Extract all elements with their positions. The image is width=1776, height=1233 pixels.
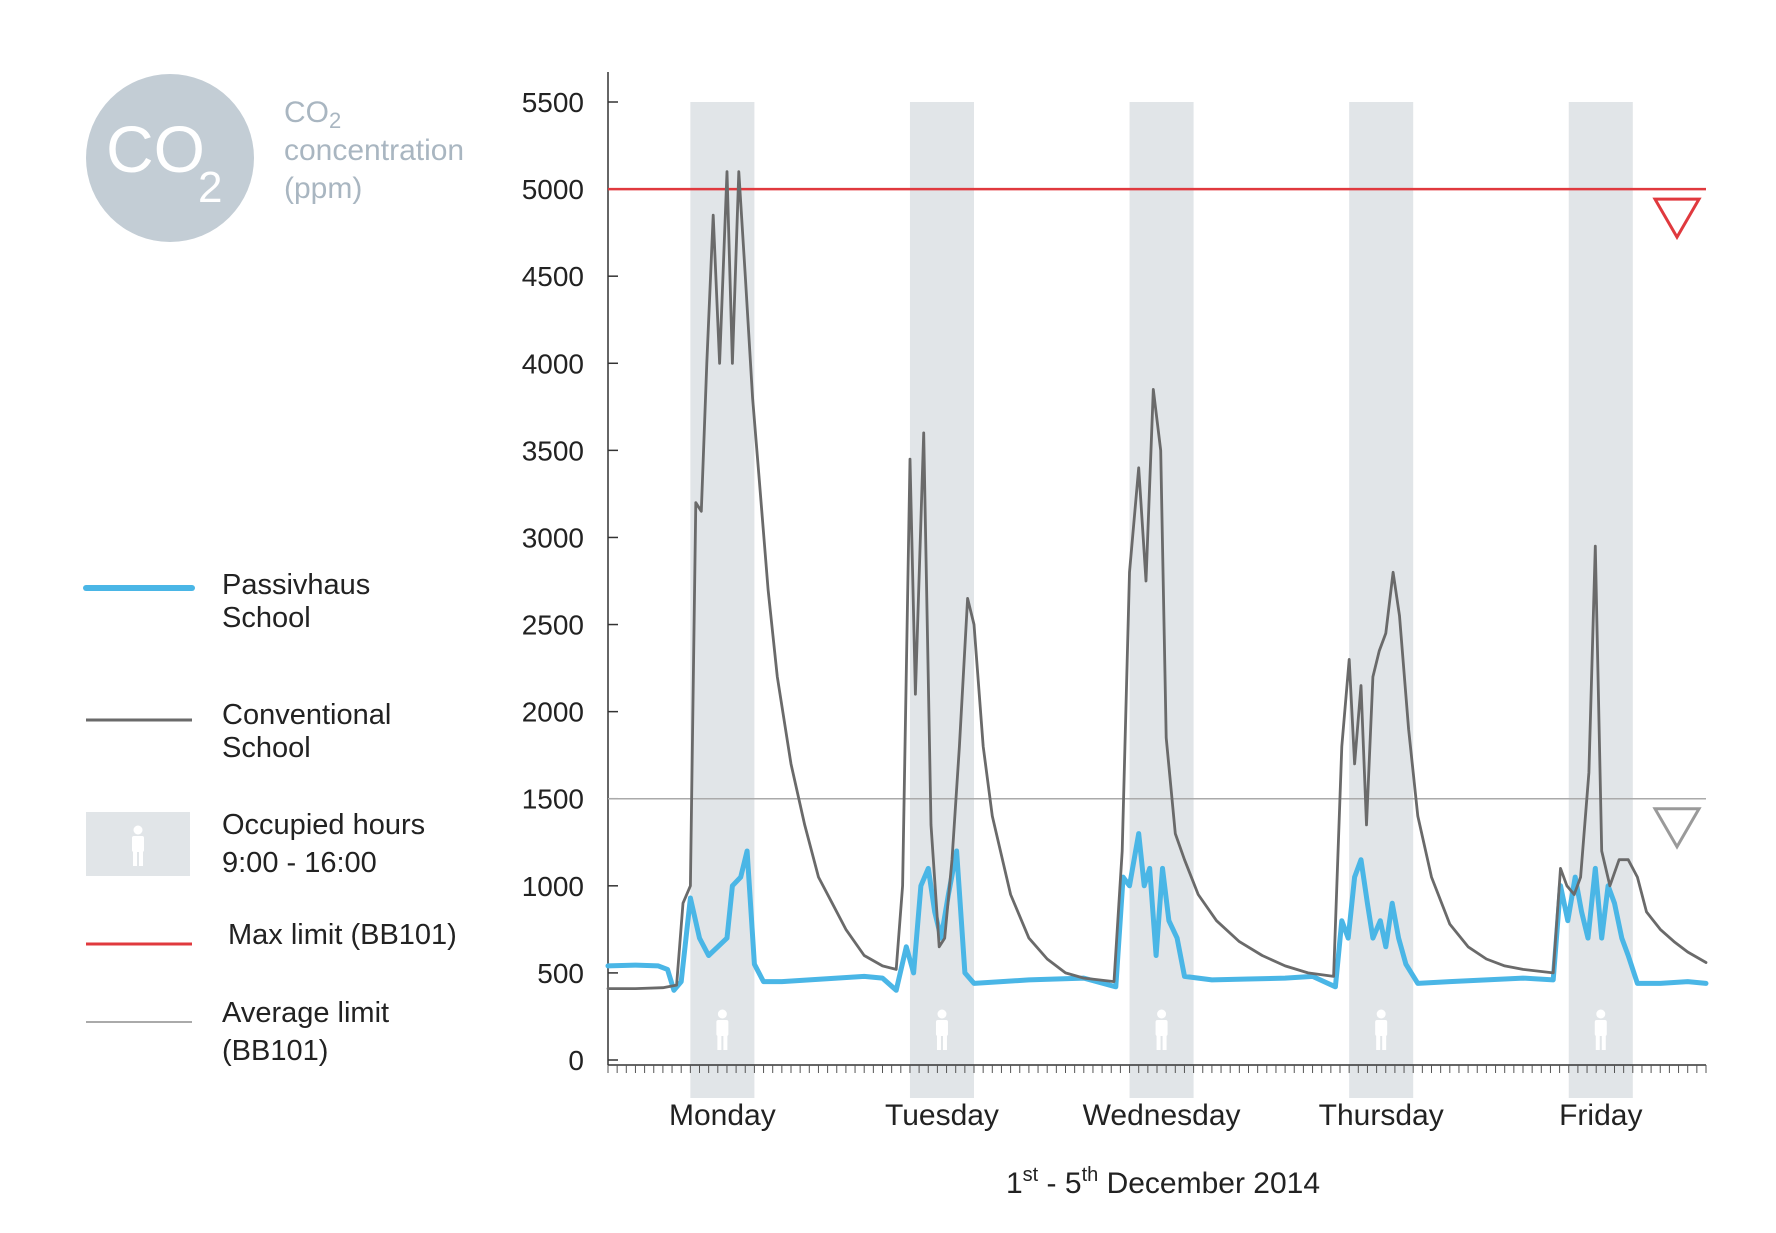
legend-conventional-line1: Conventional — [222, 699, 391, 731]
x-axis-title-sup2: th — [1082, 1164, 1099, 1186]
day-label-friday: Friday — [1559, 1099, 1642, 1132]
person-icon-head — [717, 1009, 727, 1019]
person-icon-leg — [1376, 1034, 1381, 1050]
legend: Passivhaus School Conventional School Oc… — [83, 569, 457, 1067]
person-icon-head — [1157, 1009, 1167, 1019]
y-tick-label: 3500 — [522, 435, 584, 466]
legend-occupied-line1: Occupied hours — [222, 809, 425, 841]
y-tick-label: 1500 — [522, 784, 584, 815]
person-icon-leg — [1156, 1034, 1161, 1050]
person-icon-head — [937, 1009, 947, 1019]
occupied-band-wednesday — [1129, 102, 1194, 1098]
y-tick-label: 500 — [537, 958, 584, 989]
unit-title-unit: (ppm) — [284, 172, 362, 205]
day-label-thursday: Thursday — [1319, 1099, 1444, 1132]
person-icon — [1375, 1009, 1388, 1050]
y-tick-label: 4000 — [522, 348, 584, 379]
person-icon-leg — [717, 1034, 722, 1050]
person-icon-body — [716, 1020, 729, 1036]
y-tick-label: 5500 — [522, 87, 584, 118]
person-icon-body — [1594, 1020, 1607, 1036]
x-axis-title: 1st - 5th December 2014 — [1006, 1164, 1320, 1200]
legend-passivhaus-line2: School — [222, 602, 311, 634]
occupied-bands — [690, 102, 1633, 1098]
x-axis-title-prefix: 1 — [1006, 1167, 1023, 1200]
unit-title-co: CO2 — [284, 96, 341, 133]
co2-badge: CO 2 — [86, 74, 254, 242]
average-limit-marker-icon — [1652, 807, 1702, 850]
series-line-passivhaus — [605, 831, 1709, 993]
x-axis-title-suffix: December 2014 — [1098, 1167, 1320, 1200]
legend-occupied-person-icon — [132, 825, 144, 866]
unit-title-co-text: CO — [284, 96, 329, 129]
y-tick-label: 4500 — [522, 261, 584, 292]
person-icon-body — [1155, 1020, 1168, 1036]
x-axis-title-mid: - 5 — [1038, 1167, 1081, 1200]
x-axis: Monday Tuesday Wednesday Thursday Friday — [607, 1064, 1707, 1132]
person-icon — [716, 1009, 729, 1050]
series-lines — [605, 170, 1709, 993]
y-tick-label: 0 — [568, 1045, 584, 1076]
person-icon — [935, 1009, 948, 1050]
day-label-monday: Monday — [669, 1099, 776, 1132]
co2-badge-circle — [86, 74, 254, 242]
y-tick-label: 2500 — [522, 610, 584, 641]
y-tick-label: 2000 — [522, 697, 584, 728]
y-tick-label: 1000 — [522, 871, 584, 902]
y-axis: 0 500 1000 1500 2000 2500 3000 3500 4000 4500 5000… — [522, 72, 618, 1076]
person-icon-leg — [1162, 1034, 1167, 1050]
unit-title: CO2 concentration (ppm) — [284, 96, 464, 205]
unit-title-co-sub: 2 — [329, 108, 341, 133]
person-icon-body — [935, 1020, 948, 1036]
unit-title-concentration: concentration — [284, 134, 464, 167]
person-icon-leg — [723, 1034, 728, 1050]
person-icon-leg — [942, 1034, 947, 1050]
max-limit-marker-icon — [1652, 197, 1702, 241]
person-icon-head — [1376, 1009, 1386, 1019]
threshold-markers — [1652, 197, 1702, 850]
y-tick-label: 3000 — [522, 522, 584, 553]
person-icon-leg — [936, 1034, 941, 1050]
day-label-tuesday: Tuesday — [885, 1099, 999, 1132]
legend-avg-line2: (BB101) — [222, 1035, 328, 1067]
series-line-conventional — [606, 170, 1708, 990]
person-icon-head — [1596, 1009, 1606, 1019]
day-label-wednesday: Wednesday — [1083, 1099, 1241, 1132]
person-icon — [1594, 1009, 1607, 1050]
y-tick-label: 5000 — [522, 174, 584, 205]
person-icon-body — [1375, 1020, 1388, 1036]
person-icon-leg — [1382, 1034, 1387, 1050]
x-axis-title-sup1: st — [1023, 1164, 1039, 1186]
co2-badge-subscript: 2 — [198, 163, 222, 212]
person-icon-leg — [1601, 1034, 1606, 1050]
threshold-lines — [608, 187, 1706, 800]
co2-badge-symbol: CO — [106, 112, 205, 186]
legend-passivhaus-line1: Passivhaus — [222, 569, 370, 601]
legend-avg-line1: Average limit — [222, 997, 389, 1029]
person-icon — [1155, 1009, 1168, 1050]
legend-occupied-line2: 9:00 - 16:00 — [222, 847, 377, 879]
legend-max-line1: Max limit (BB101) — [228, 919, 457, 951]
person-icon-leg — [1595, 1034, 1600, 1050]
legend-conventional-line2: School — [222, 732, 311, 764]
person-icons — [716, 1009, 1607, 1050]
